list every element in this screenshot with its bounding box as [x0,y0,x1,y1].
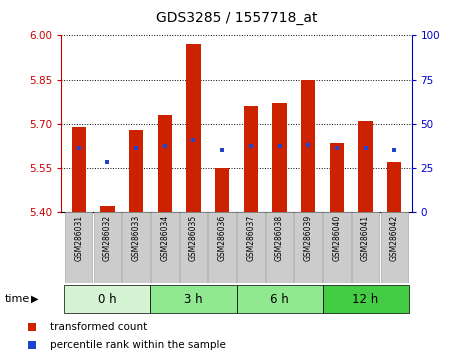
Text: 3 h: 3 h [184,293,203,306]
Text: GSM286035: GSM286035 [189,215,198,262]
Bar [301,80,315,212]
Bar [180,212,207,283]
Text: GSM286040: GSM286040 [333,215,342,262]
Text: GSM286033: GSM286033 [131,215,140,262]
Bar [380,212,408,283]
Text: 6 h: 6 h [270,293,289,306]
Text: ▶: ▶ [31,294,38,304]
Text: GSM286032: GSM286032 [103,215,112,261]
Text: percentile rank within the sample: percentile rank within the sample [50,340,226,350]
Bar [71,127,86,212]
Bar [94,212,121,283]
Bar [65,212,93,283]
Bar [100,206,114,212]
Bar [129,130,143,212]
Text: GSM286031: GSM286031 [74,215,83,261]
Bar [387,162,402,212]
Bar [272,103,287,212]
Text: transformed count: transformed count [50,322,148,332]
Text: GDS3285 / 1557718_at: GDS3285 / 1557718_at [156,11,317,25]
Bar [330,143,344,212]
Bar [209,212,236,283]
Text: GSM286042: GSM286042 [390,215,399,261]
Bar [151,212,178,283]
Text: time: time [5,294,30,304]
Bar [123,212,150,283]
Text: GSM286036: GSM286036 [218,215,227,262]
Bar [186,44,201,212]
Bar [244,106,258,212]
Text: GSM286034: GSM286034 [160,215,169,262]
Text: 12 h: 12 h [352,293,379,306]
Text: GSM286039: GSM286039 [304,215,313,262]
Text: GSM286038: GSM286038 [275,215,284,261]
Bar [64,285,150,314]
Bar [359,121,373,212]
Bar [295,212,322,283]
Bar [150,285,236,314]
Bar [237,212,264,283]
Bar [266,212,293,283]
Text: 0 h: 0 h [98,293,117,306]
Text: GSM286041: GSM286041 [361,215,370,261]
Bar [236,285,323,314]
Bar [158,115,172,212]
Bar [323,212,350,283]
Bar [215,168,229,212]
Text: GSM286037: GSM286037 [246,215,255,262]
Bar [323,285,409,314]
Bar [352,212,379,283]
